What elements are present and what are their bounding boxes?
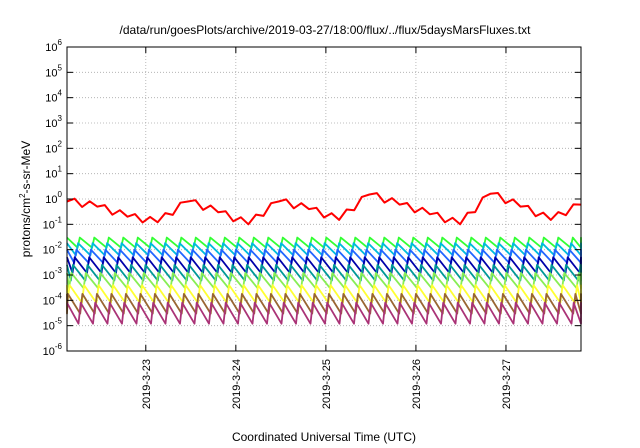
y-axis-label-main: protons/cm <box>19 198 33 257</box>
y-tick-label: 100 <box>45 190 62 206</box>
series-line <box>66 248 582 264</box>
y-axis-label-sup: 2 <box>18 193 27 198</box>
chart-title: /data/run/goesPlots/archive/2019-03-27/1… <box>120 23 532 37</box>
y-tick-label: 103 <box>45 114 62 130</box>
y-tick-label: 10-4 <box>43 291 63 307</box>
y-ticks: 10-6 10-5 10-4 10-3 10-2 10-1 100 101 102 103 104 1… <box>43 38 581 358</box>
y-tick-label: 10-3 <box>43 266 63 282</box>
series-group <box>66 192 582 325</box>
series-line <box>66 236 582 249</box>
y-axis-label-rest: -s-sr-MeV <box>19 141 33 194</box>
x-tick-label: 2019-3-27 <box>501 359 513 409</box>
y-tick-label: 10-2 <box>43 241 63 257</box>
plot-frame <box>66 46 582 352</box>
x-tick-label: 2019-3-26 <box>411 359 423 409</box>
y-tick-label: 10-1 <box>43 215 63 231</box>
y-tick-label: 10-5 <box>43 317 63 333</box>
x-tick-label: 2019-3-24 <box>231 359 243 409</box>
y-tick-label: 10-6 <box>43 342 63 358</box>
y-axis-label: protons/cm2-s-sr-MeV <box>18 141 33 257</box>
y-tick-label: 102 <box>45 139 62 155</box>
x-tick-label: 2019-3-25 <box>321 359 333 409</box>
grid <box>67 47 581 351</box>
x-ticks: 2019-3-23 2019-3-24 2019-3-25 2019-3-26 2019… <box>141 47 513 409</box>
series-line <box>66 301 582 325</box>
y-tick-label: 104 <box>45 89 62 105</box>
x-tick-label: 2019-3-23 <box>141 359 153 409</box>
x-axis-label: Coordinated Universal Time (UTC) <box>232 430 416 444</box>
series-line <box>66 192 582 226</box>
y-tick-label: 106 <box>45 38 62 54</box>
y-tick-label: 101 <box>45 165 62 181</box>
series-line <box>66 242 582 257</box>
series-line <box>66 272 582 290</box>
series-line <box>66 256 582 274</box>
y-tick-label: 105 <box>45 63 62 79</box>
